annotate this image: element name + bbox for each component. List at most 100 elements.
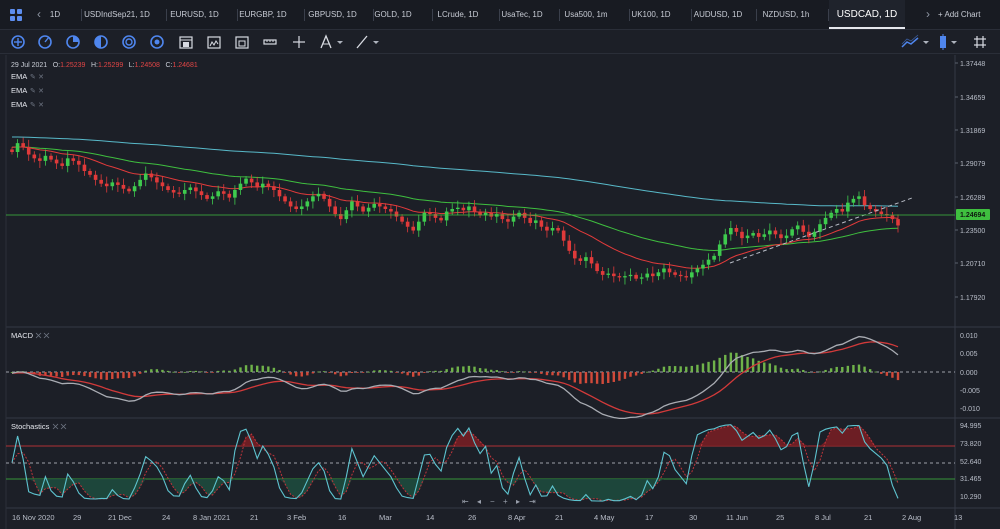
indicator-icon[interactable]: [206, 34, 222, 50]
crosshair-cursor-icon[interactable]: [10, 34, 26, 50]
date-axis[interactable]: 16 Nov 2020 29 21 Dec 24 8 Jan 2021 21 3 Feb 16…: [12, 513, 962, 522]
macd-hist-bar: [857, 364, 861, 372]
tab-usdindsep21-1d[interactable]: USDIndSep21, 1D: [84, 10, 150, 19]
macd-histogram: [10, 352, 900, 385]
macd-hist-bar: [545, 372, 549, 376]
chart-canvas[interactable]: 29 Jul 2021 O:1.25239 H:1.25299 L:1.2450…: [0, 55, 1000, 529]
stochastics-pane-controls-icon[interactable]: [52, 423, 67, 430]
candle-body: [294, 206, 298, 209]
chart-scroll-controls[interactable]: ⇤ ◂ − + ▸ ⇥: [462, 497, 536, 506]
stoch-oversold-fill: [12, 479, 898, 501]
chart-type-dropdown-icon[interactable]: [922, 34, 930, 50]
macd-hist-bar: [333, 372, 337, 375]
tab-separator: [691, 9, 692, 21]
tab-lcrude-1d[interactable]: LCrude, 1D: [437, 10, 479, 19]
candle-body: [533, 220, 538, 223]
text-tool-icon[interactable]: [318, 34, 334, 50]
macd-hist-bar: [863, 366, 866, 372]
macd-hist-bar: [194, 370, 198, 372]
candle-body: [896, 219, 900, 226]
add-chart-button[interactable]: + Add Chart: [938, 10, 981, 19]
tab-1d[interactable]: 1D: [49, 10, 61, 19]
macd-hist-bar: [412, 372, 415, 377]
indicator-label-ema[interactable]: EMA: [11, 86, 27, 95]
macd-hist-bar: [517, 371, 521, 372]
template-icon[interactable]: [121, 34, 137, 50]
candle-body: [773, 230, 778, 235]
date-tick-label: 29: [73, 513, 81, 522]
tabs-scroll-right-icon[interactable]: ›: [926, 7, 930, 21]
tab-nzdusd-1h[interactable]: NZDUSD, 1h: [762, 10, 810, 19]
measure-icon[interactable]: [262, 34, 278, 50]
line-tool-dropdown-icon[interactable]: [372, 34, 380, 50]
tab-separator: [499, 9, 500, 21]
macd-hist-bar: [829, 368, 833, 372]
indicator-settings-icon[interactable]: ✎ ✕: [30, 73, 44, 81]
indicator-label-ema[interactable]: EMA: [11, 72, 27, 81]
stoch-tick-label: 31.465: [960, 476, 982, 483]
tab-usdcad-1d[interactable]: USDCAD, 1D: [829, 0, 905, 29]
tab-usa500-1m[interactable]: Usa500, 1m: [564, 10, 608, 19]
indicator-settings-icon[interactable]: ✎ ✕: [30, 87, 44, 95]
candle-body: [539, 220, 544, 227]
calendar-icon[interactable]: [178, 34, 194, 50]
scroll-start-icon: ⇤: [462, 497, 469, 506]
text-tool-dropdown-icon[interactable]: [336, 34, 344, 50]
zoom-in-icon: +: [503, 497, 508, 506]
candle-body: [617, 276, 622, 278]
tab-audusd-1d[interactable]: AUDUSD, 1D: [693, 10, 743, 19]
macd-hist-bar: [690, 365, 694, 372]
grid-menu-icon[interactable]: [10, 9, 22, 21]
tab-uk100-1d[interactable]: UK100, 1D: [631, 10, 671, 19]
tabs-scroll-left-icon[interactable]: ‹: [37, 7, 41, 21]
macd-hist-bar: [629, 372, 632, 377]
indicator-label-ema[interactable]: EMA: [11, 100, 27, 109]
trend-line[interactable]: [729, 197, 913, 264]
line-style-icon[interactable]: [37, 34, 53, 50]
ohlc-low: 1.24508: [135, 62, 160, 69]
compare-icon[interactable]: [93, 34, 109, 50]
tab-usatec-1d[interactable]: UsaTec, 1D: [501, 10, 543, 19]
stoch-k-line: [11, 424, 899, 502]
period-icon[interactable]: [65, 34, 81, 50]
alert-icon[interactable]: [234, 34, 250, 50]
ohlc-high: 1.25299: [98, 62, 123, 69]
candle-body: [411, 226, 416, 231]
layout-icon[interactable]: [938, 34, 948, 50]
cross-icon[interactable]: [291, 34, 307, 50]
macd-hist-bar: [423, 372, 426, 373]
chart-type-icon[interactable]: [900, 34, 920, 50]
tab-eurusd-1d[interactable]: EURUSD, 1D: [170, 10, 219, 19]
tab-gold-1d[interactable]: GOLD, 1D: [374, 10, 412, 19]
ema-fast-line: [11, 146, 899, 269]
candle-body: [779, 234, 783, 239]
macd-pane-controls-icon[interactable]: [35, 332, 50, 339]
line-tool-icon[interactable]: [354, 34, 370, 50]
tab-separator: [432, 9, 433, 21]
candle-body: [389, 209, 393, 212]
macd-hist-bar: [885, 372, 889, 376]
macd-hist-bar: [239, 367, 242, 372]
macd-hist-bar: [111, 372, 114, 380]
macd-hist-bar: [501, 371, 504, 373]
price-axis[interactable]: 1.37448 1.34659 1.31869 1.29079 1.26289 1.235…: [955, 61, 985, 302]
tab-gbpusd-1d[interactable]: GBPUSD, 1D: [308, 10, 357, 19]
date-tick-label: 8 Jan 2021: [193, 513, 230, 522]
macd-hist-bar: [211, 372, 214, 373]
layout-dropdown-icon[interactable]: [950, 34, 958, 50]
macd-hist-bar: [161, 369, 164, 372]
macd-hist-bar: [439, 370, 443, 372]
settings-icon[interactable]: [149, 34, 165, 50]
candle-body: [857, 196, 861, 199]
candle-body: [99, 179, 103, 184]
date-tick-label: Mar: [379, 513, 392, 522]
macd-hist-bar: [579, 372, 582, 384]
tab-eurgbp-1d[interactable]: EURGBP, 1D: [239, 10, 287, 19]
grid-icon[interactable]: [972, 34, 988, 50]
candle-body: [350, 201, 354, 211]
indicator-settings-icon[interactable]: ✎ ✕: [30, 101, 44, 109]
macd-hist-bar: [122, 372, 125, 379]
macd-hist-bar: [846, 365, 850, 372]
candle-body: [656, 272, 661, 277]
macd-hist-bar: [874, 371, 877, 373]
